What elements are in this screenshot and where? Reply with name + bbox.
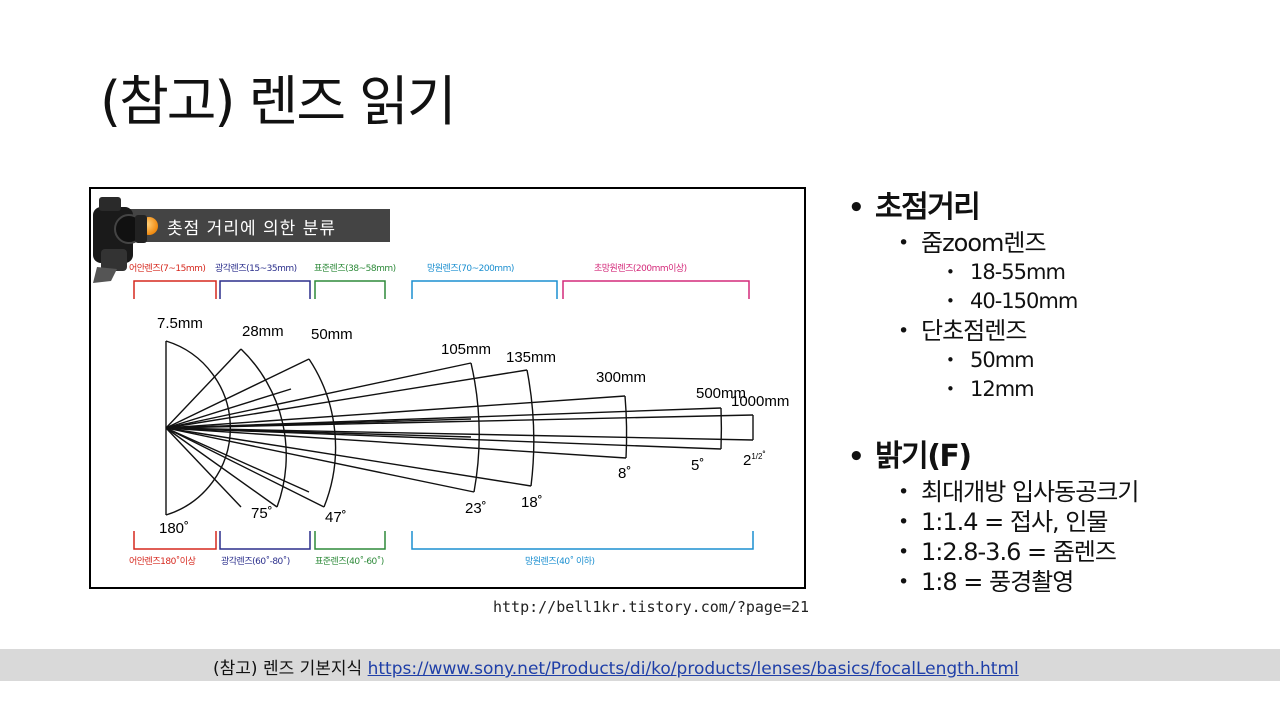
angle-of-view-svg <box>133 280 754 550</box>
category-standard: 표준렌즈(38~58mm) <box>314 264 396 274</box>
angle-2-half: 21/2˚ <box>743 451 766 469</box>
angle-5: 5˚ <box>691 457 705 474</box>
category-telephoto: 망원렌즈(70~200mm) <box>427 264 514 274</box>
focal-135mm: 135mm <box>506 349 557 366</box>
lens-angle-diagram: 촛점 거리에 의한 분류 어안렌즈(7~15mm) 광각렌즈(15~35mm) … <box>89 187 806 589</box>
angle-180: 180˚ <box>159 520 190 537</box>
focal-300mm: 300mm <box>596 369 647 386</box>
focal-500mm: 500mm <box>696 385 747 402</box>
category-wide: 광각렌즈(15~35mm) <box>215 264 297 274</box>
list-item: 12mm <box>848 375 1268 404</box>
brightness-heading: 밝기(F) <box>848 437 1268 477</box>
angle-47: 47˚ <box>325 509 347 526</box>
category-fisheye: 어안렌즈(7~15mm) <box>129 264 206 274</box>
focal-28mm: 28mm <box>242 323 284 340</box>
angle-8: 8˚ <box>618 465 632 482</box>
bullet-list: 초점거리 줌zoom렌즈 18-55mm 40-150mm 단초점렌즈 50mm… <box>848 188 1268 597</box>
focal-1000mm: 1000mm <box>731 393 790 410</box>
list-item: 1:2.8-3.6 = 줌렌즈 <box>848 537 1268 567</box>
list-item: 1:8 = 풍경촬영 <box>848 567 1268 597</box>
angle-18: 18˚ <box>521 494 543 511</box>
angle-23: 23˚ <box>465 500 487 517</box>
list-item: 18-55mm <box>848 258 1268 287</box>
category-fisheye-angle: 어안렌즈180˚이상 <box>129 557 196 567</box>
focal-heading: 초점거리 <box>848 188 1268 228</box>
list-item: 40-150mm <box>848 287 1268 316</box>
category-standard-angle: 표준렌즈(40˚-60˚) <box>315 557 384 567</box>
focal-7-5mm: 7.5mm <box>157 315 203 332</box>
angle-75: 75˚ <box>251 505 273 522</box>
category-wide-angle: 광각렌즈(60˚-80˚) <box>221 557 290 567</box>
image-source: http://bell1kr.tistory.com/?page=21 <box>493 598 810 616</box>
badge-title: 촛점 거리에 의한 분류 <box>167 219 336 239</box>
list-item: 최대개방 입사동공크기 <box>848 477 1268 507</box>
list-item: 50mm <box>848 346 1268 375</box>
footer-prefix: (참고) 렌즈 기본지식 <box>213 659 368 679</box>
slide-title: (참고) 렌즈 읽기 <box>100 70 457 133</box>
prime-lens-item: 단초점렌즈 <box>848 316 1268 346</box>
category-telephoto-angle: 망원렌즈(40˚ 이하) <box>525 557 595 567</box>
list-item: 1:1.4 = 접사, 인물 <box>848 507 1268 537</box>
category-super-telephoto: 초망원렌즈(200mm이상) <box>594 264 687 274</box>
reference-link[interactable]: https://www.sony.net/Products/di/ko/prod… <box>367 659 1019 679</box>
category-badge: 촛점 거리에 의한 분류 <box>125 209 390 242</box>
focal-50mm: 50mm <box>311 326 353 343</box>
focal-105mm: 105mm <box>441 341 492 358</box>
reference-footer: (참고) 렌즈 기본지식 https://www.sony.net/Produc… <box>0 649 1280 681</box>
zoom-lens-item: 줌zoom렌즈 <box>848 228 1268 258</box>
camera-icon <box>93 197 147 283</box>
